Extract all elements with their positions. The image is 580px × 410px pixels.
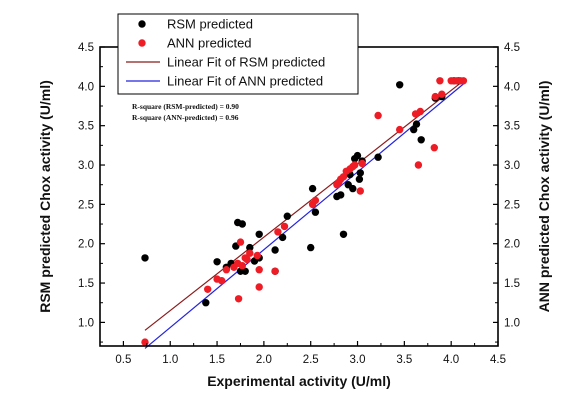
- right-y-tick-label: 2.5: [504, 199, 520, 211]
- point-rsm-7: [238, 220, 246, 228]
- right-y-tick-label: 3.5: [504, 121, 520, 133]
- point-rsm-32: [374, 153, 382, 161]
- point-ann-17: [274, 228, 282, 236]
- left-y-tick-label: 4.5: [78, 42, 94, 54]
- point-rsm-29: [355, 175, 364, 183]
- point-ann-32: [396, 125, 404, 134]
- left-y-axis-ticks: 1.0 1.5 2.0 2.5 3.0 3.5 4.0 4.5: [78, 42, 105, 343]
- point-ann-36: [430, 144, 438, 152]
- point-ann-39: [438, 90, 446, 98]
- point-rsm-23: [339, 230, 348, 238]
- legend: RSM predicted ANN predicted Linear Fit of …: [117, 13, 359, 95]
- right-y-tick-label: 1.5: [504, 278, 520, 290]
- point-rsm-16: [278, 233, 287, 242]
- plot-marks: [141, 77, 468, 349]
- left-y-tick-label: 1.0: [78, 317, 94, 329]
- r-square-rsm-annotation: R-square (RSM-predicted) = 0.90: [132, 102, 239, 111]
- point-rsm-33: [396, 81, 404, 89]
- x-tick-label: 3.5: [396, 354, 412, 366]
- x-tick-label: 1.5: [209, 354, 225, 366]
- left-y-tick-label: 2.5: [78, 199, 94, 211]
- r-square-annotations: R-square (RSM-predicted) = 0.90 R-square…: [132, 102, 239, 122]
- legend-label-2: Linear Fit of RSM predicted: [167, 55, 325, 70]
- fit-line-0: [144, 80, 464, 331]
- point-ann-9: [238, 262, 246, 270]
- point-rsm-20: [311, 208, 320, 216]
- point-ann-14: [255, 266, 263, 274]
- x-tick-label: 4.5: [490, 354, 506, 366]
- point-ann-1: [204, 285, 212, 293]
- point-ann-13: [253, 251, 261, 260]
- x-tick-label: 0.5: [115, 354, 131, 366]
- point-ann-7: [234, 295, 243, 303]
- point-ann-4: [222, 266, 231, 274]
- point-rsm-36: [417, 136, 425, 144]
- point-ann-44: [459, 77, 468, 85]
- point-rsm-15: [271, 246, 279, 254]
- right-y-tick-label: 4.0: [504, 81, 520, 93]
- point-rsm-1: [202, 299, 210, 307]
- point-rsm-26: [349, 184, 357, 193]
- point-rsm-19: [308, 184, 317, 193]
- x-tick-label: 4.0: [443, 354, 459, 366]
- point-rsm-34: [410, 125, 418, 134]
- point-rsm-10: [246, 243, 254, 252]
- point-ann-8: [236, 238, 245, 246]
- point-ann-0: [141, 338, 149, 346]
- point-ann-31: [374, 111, 382, 120]
- x-tick-label: 2.5: [303, 354, 319, 366]
- right-y-axis-ticks: 1.0 1.5 2.0 2.5 3.0 3.5 4.0 4.5: [493, 42, 520, 343]
- point-ann-34: [414, 161, 423, 169]
- point-ann-28: [351, 161, 359, 169]
- left-y-tick-label: 4.0: [78, 81, 94, 93]
- point-rsm-13: [255, 230, 263, 238]
- point-ann-16: [271, 267, 279, 275]
- point-ann-29: [356, 187, 364, 195]
- legend-marker-1: [138, 39, 146, 47]
- left-y-tick-label: 1.5: [78, 278, 94, 290]
- point-rsm-22: [337, 191, 345, 199]
- legend-label-0: RSM predicted: [167, 17, 253, 32]
- right-y-tick-label: 1.0: [504, 317, 520, 329]
- point-ann-15: [255, 283, 263, 291]
- x-tick-label: 3.0: [350, 354, 366, 366]
- right-y-tick-label: 2.0: [504, 239, 520, 251]
- left-y-tick-label: 3.5: [78, 121, 94, 133]
- point-rsm-35: [412, 120, 421, 128]
- point-ann-37: [431, 92, 439, 101]
- x-axis-ticks: 0.5 1.0 1.5 2.0 2.5 3.0 3.5 4.0 4.5: [99, 341, 506, 366]
- left-y-tick-label: 2.0: [78, 239, 94, 251]
- point-ann-3: [218, 277, 226, 285]
- point-rsm-9: [241, 267, 249, 275]
- right-y-axis-title: ANN predicted Chox activity (U/ml): [536, 81, 552, 313]
- legend-label-3: Linear Fit of ANN predicted: [167, 74, 323, 89]
- point-rsm-30: [356, 169, 364, 177]
- x-axis-title: Experimental activity (U/ml): [207, 373, 391, 389]
- r-square-ann-annotation: R-square (ANN-predicted) = 0.96: [132, 113, 239, 122]
- point-ann-20: [311, 196, 320, 205]
- x-tick-label: 1.0: [162, 354, 178, 366]
- point-rsm-2: [213, 258, 221, 266]
- point-ann-11: [243, 255, 251, 264]
- point-rsm-18: [307, 243, 315, 252]
- point-ann-12: [246, 249, 254, 257]
- point-ann-38: [436, 77, 444, 85]
- right-y-tick-label: 3.0: [504, 160, 520, 172]
- point-ann-35: [416, 107, 424, 116]
- legend-label-1: ANN predicted: [167, 36, 252, 51]
- point-rsm-28: [353, 151, 362, 160]
- left-y-axis-title: RSM predicted Chox activity (U/ml): [37, 80, 53, 313]
- right-y-tick-label: 4.5: [504, 42, 520, 54]
- left-y-tick-label: 3.0: [78, 160, 94, 172]
- point-rsm-0: [141, 254, 149, 262]
- point-ann-30: [358, 159, 366, 168]
- legend-marker-0: [138, 20, 146, 28]
- point-ann-18: [280, 222, 289, 231]
- x-tick-label: 2.0: [256, 354, 272, 366]
- point-ann-24: [339, 173, 348, 181]
- point-rsm-17: [283, 212, 291, 220]
